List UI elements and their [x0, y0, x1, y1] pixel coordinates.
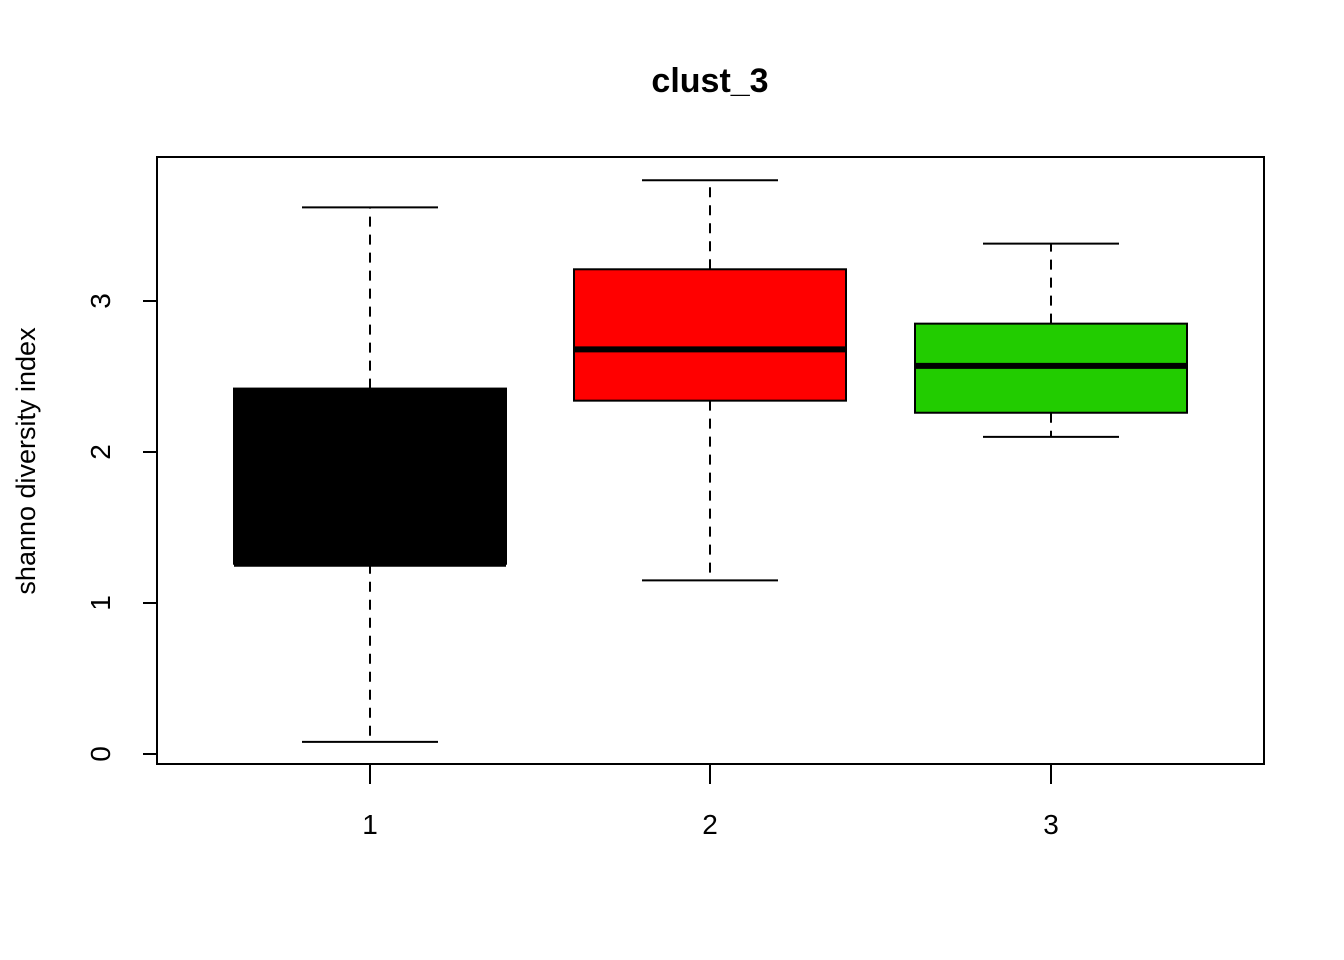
boxes [233, 179, 1188, 743]
y-tick-label: 1 [85, 595, 116, 611]
box [573, 268, 847, 402]
y-tick-label: 2 [85, 444, 116, 460]
box-group-1 [233, 206, 507, 743]
x-tick-label: 3 [1043, 809, 1059, 840]
y-axis: 0 1 2 3 [85, 293, 158, 762]
y-tick-label: 3 [85, 293, 116, 309]
box-group-2 [573, 179, 847, 582]
x-tick-label: 1 [362, 809, 378, 840]
y-axis-label: shanno diversity index [11, 327, 41, 595]
chart-title: clust_3 [651, 62, 768, 100]
x-axis: 1 2 3 [362, 763, 1059, 840]
box [233, 387, 507, 565]
x-tick-label: 2 [702, 809, 718, 840]
box-group-3 [914, 242, 1188, 438]
y-tick-label: 0 [85, 746, 116, 762]
